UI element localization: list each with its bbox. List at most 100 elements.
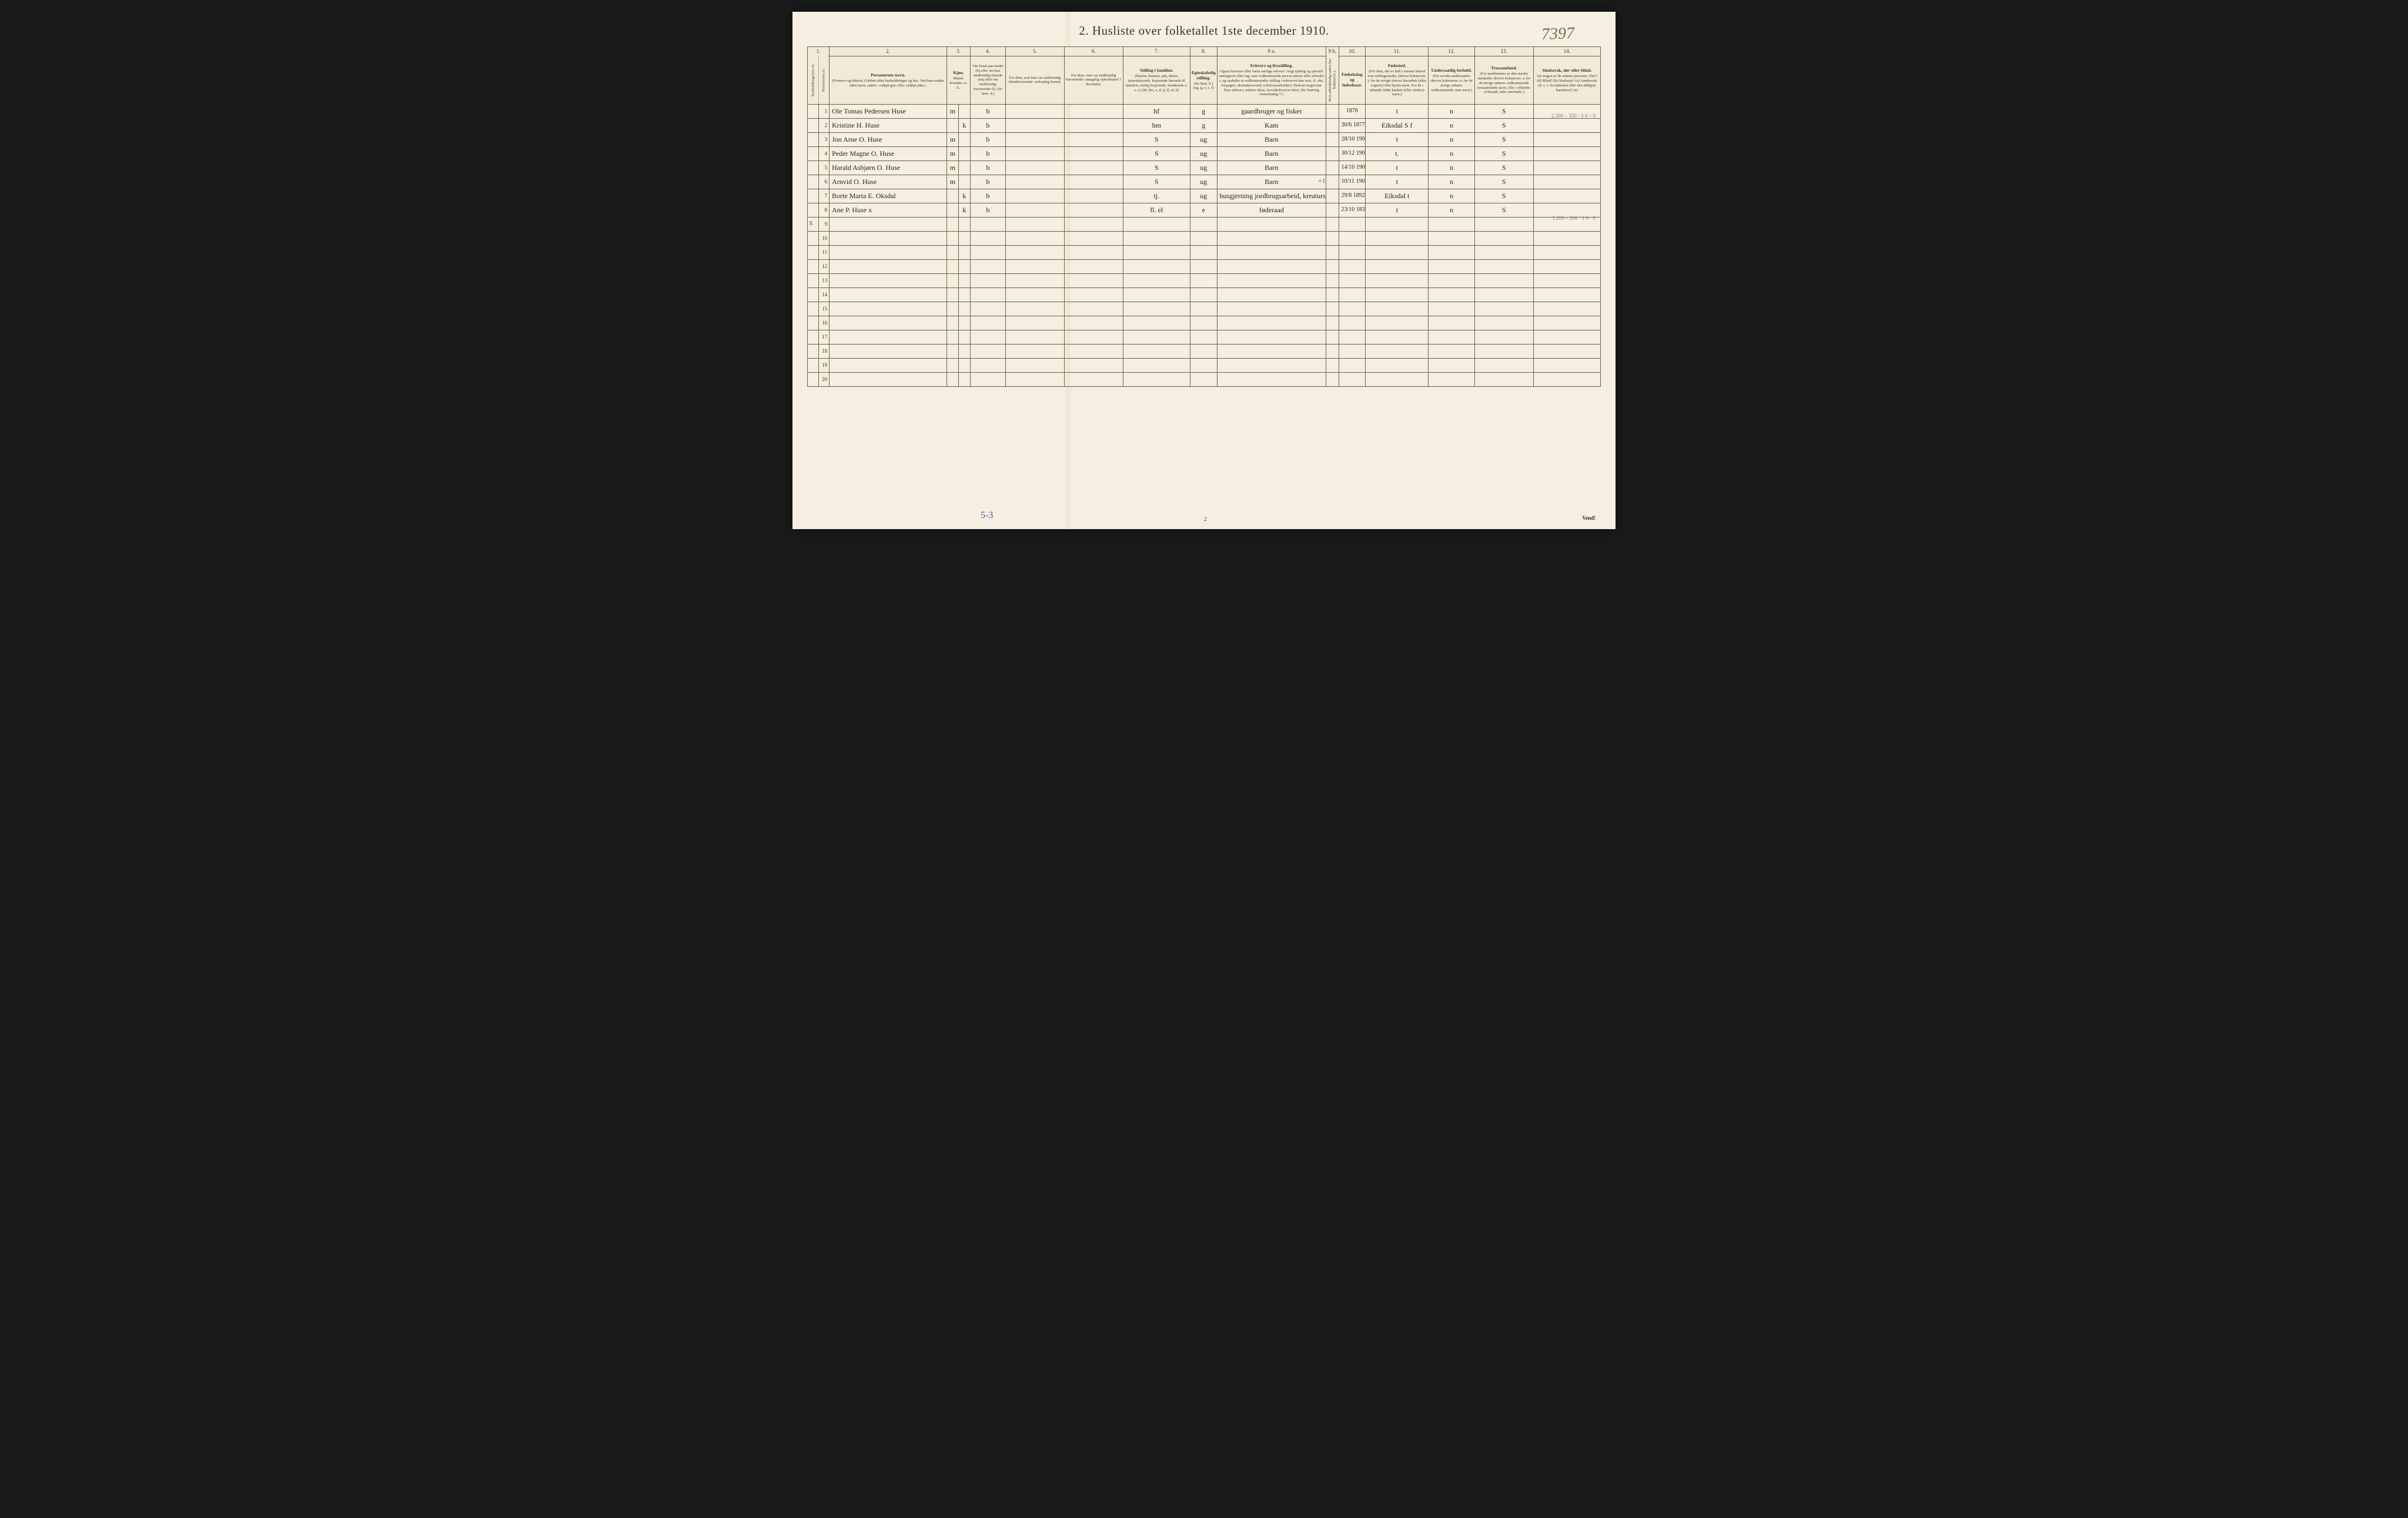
cell-empty (1326, 245, 1339, 259)
cell-name: Ane P. Huse x (830, 203, 947, 217)
cell-empty (1366, 344, 1429, 358)
cell-empty (1005, 273, 1064, 287)
cell-empty (958, 217, 970, 231)
cell-temp-present (1005, 189, 1064, 203)
cell-empty (1217, 245, 1326, 259)
cell-nationality: n (1429, 189, 1475, 203)
cell-empty (1123, 217, 1190, 231)
cell-household-nr (808, 316, 819, 330)
cell-religion: S (1474, 189, 1533, 203)
cell-temp-present (1005, 203, 1064, 217)
cell-empty (1217, 316, 1326, 330)
cell-empty (830, 344, 947, 358)
hdr-name: Personernes navn.(Fornavn og tilnavn.) O… (830, 56, 947, 104)
cell-empty (1064, 358, 1123, 372)
table-row-empty: 13 (808, 273, 1601, 287)
cell-birthplace: t (1366, 175, 1429, 189)
cell-empty (1326, 330, 1339, 344)
margin-plus-one: +1 (1318, 176, 1326, 185)
cell-sex-m (947, 118, 958, 132)
cell-residence: b (970, 104, 1005, 118)
cell-household-nr (808, 273, 819, 287)
cell-empty (1366, 245, 1429, 259)
table-row: 6Arnvid O. HusembSugBarn10/11 1909tnS (808, 175, 1601, 189)
cell-empty (947, 287, 958, 302)
cell-empty (1190, 287, 1217, 302)
cell-empty (830, 259, 947, 273)
cell-empty (1217, 372, 1326, 386)
cell-empty (1217, 287, 1326, 302)
cell-empty (1533, 358, 1600, 372)
cell-empty (1326, 316, 1339, 330)
cell-name: Kristine H. Huse (830, 118, 947, 132)
cell-empty (1190, 245, 1217, 259)
cell-empty (1190, 372, 1217, 386)
cell-empty (1474, 344, 1533, 358)
census-table: 1. 2. 3. 4. 5. 6. 7. 8. 9 a. 9 b. 10. 11… (807, 46, 1601, 387)
cell-empty (958, 245, 970, 259)
cell-sex-k (958, 104, 970, 118)
cell-empty (830, 231, 947, 245)
cell-empty (1190, 259, 1217, 273)
table-row-empty: 11 (808, 245, 1601, 259)
cell-empty (1190, 330, 1217, 344)
table-row-empty: 20 (808, 372, 1601, 386)
cell-residence: b (970, 161, 1005, 175)
cell-empty (1123, 316, 1190, 330)
cell-birthplace: Eiksdal t (1366, 189, 1429, 203)
cell-empty (1064, 316, 1123, 330)
cell-empty (1429, 231, 1475, 245)
cell-empty (1326, 344, 1339, 358)
cell-empty (1339, 372, 1366, 386)
cell-empty (1339, 245, 1366, 259)
cell-empty (1339, 330, 1366, 344)
cell-birthplace: t (1366, 132, 1429, 146)
cell-household-nr (808, 231, 819, 245)
cell-occupation: Kam (1217, 118, 1326, 132)
cell-name: Harald Asbjørn O. Huse (830, 161, 947, 175)
margin-x-left: x (809, 219, 813, 228)
cell-person-nr: 9 (818, 217, 830, 231)
footer-page-number: 2 (1204, 516, 1207, 522)
cell-empty (1339, 273, 1366, 287)
cell-temp-present (1005, 118, 1064, 132)
cell-empty (1005, 330, 1064, 344)
cell-empty (947, 259, 958, 273)
colnum-9b: 9 b. (1326, 47, 1339, 56)
cell-empty (1217, 302, 1326, 316)
cell-empty (1064, 372, 1123, 386)
cell-empty (1064, 330, 1123, 344)
cell-empty (947, 217, 958, 231)
cell-birthdate: 1878 (1339, 104, 1366, 118)
cell-sex-k: k (958, 189, 970, 203)
cell-empty (1339, 344, 1366, 358)
cell-empty (1217, 259, 1326, 273)
cell-household-nr (808, 118, 819, 132)
cell-empty (1190, 358, 1217, 372)
colnum-8: 8. (1190, 47, 1217, 56)
cell-empty (1474, 217, 1533, 231)
cell-sex-m: m (947, 175, 958, 189)
cell-empty (1064, 344, 1123, 358)
cell-unemployed (1326, 203, 1339, 217)
hdr-birthplace: Fødested.(For dem, der er født i samme h… (1366, 56, 1429, 104)
cell-empty (1339, 316, 1366, 330)
cell-empty (1190, 217, 1217, 231)
cell-person-nr: 6 (818, 175, 830, 189)
cell-household-nr (808, 344, 819, 358)
cell-empty (1123, 330, 1190, 344)
cell-empty (1339, 302, 1366, 316)
cell-name: Ole Tomas Pedersen Huse (830, 104, 947, 118)
cell-birthdate: 10/11 1909 (1339, 175, 1366, 189)
footer-vend: Vend! (1582, 515, 1596, 521)
table-row-empty: 19 (808, 358, 1601, 372)
hdr-temp-absent: For dem, som var midlertidig fraværende:… (1064, 56, 1123, 104)
margin-note-top-right: 2.300 – 350 · 5 0 – 0 (1551, 113, 1596, 119)
table-row: 2Kristine H. HusekbhmgKam30/6 1877Eiksda… (808, 118, 1601, 132)
table-row: 3Jon Arne O. HusembSugBarn28/10 1902tnS (808, 132, 1601, 146)
cell-empty (1123, 231, 1190, 245)
cell-person-nr: 19 (818, 358, 830, 372)
cell-empty (947, 372, 958, 386)
table-row-empty: 17 (808, 330, 1601, 344)
cell-residence: b (970, 175, 1005, 189)
